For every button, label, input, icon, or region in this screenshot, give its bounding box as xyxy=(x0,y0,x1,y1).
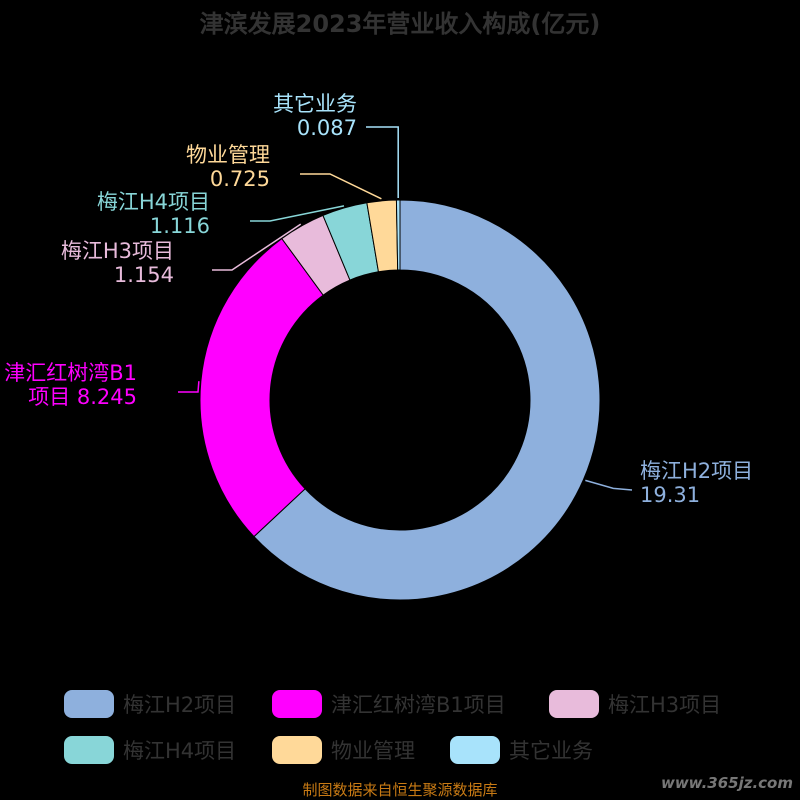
leader-line xyxy=(366,126,399,199)
slice-label: 梅江H2项目 xyxy=(640,459,753,483)
leader-line xyxy=(585,479,633,491)
slice-label: 梅江H3项目 xyxy=(61,239,174,263)
chart-title: 津滨发展2023年营业收入构成(亿元) xyxy=(200,10,601,38)
slice-label: 0.087 xyxy=(297,116,357,140)
slice-label: 津汇红树湾B1 xyxy=(4,361,137,385)
pie-slice xyxy=(253,199,601,601)
legend-label[interactable]: 其它业务 xyxy=(509,739,593,763)
leader-line xyxy=(178,381,200,393)
legend-label[interactable]: 物业管理 xyxy=(331,739,415,763)
pie-slice xyxy=(199,237,324,538)
legend-swatch[interactable] xyxy=(272,690,322,718)
legend-label[interactable]: 梅江H2项目 xyxy=(123,693,236,717)
slice-label: 1.116 xyxy=(150,214,210,238)
legend-swatch[interactable] xyxy=(64,690,114,718)
legend-label[interactable]: 梅江H4项目 xyxy=(123,739,236,763)
slice-label: 19.31 xyxy=(640,483,700,507)
leader-line xyxy=(300,173,382,200)
slice-label: 1.154 xyxy=(114,263,174,287)
slice-label: 0.725 xyxy=(210,167,270,191)
slice-label: 梅江H4项目 xyxy=(97,190,210,214)
leader-line xyxy=(212,223,302,271)
legend-label[interactable]: 津汇红树湾B1项目 xyxy=(331,693,506,717)
pie-slice xyxy=(395,199,401,271)
legend-swatch[interactable] xyxy=(549,690,599,718)
leader-line xyxy=(250,205,345,222)
legend-label[interactable]: 梅江H3项目 xyxy=(608,693,721,717)
legend-swatch[interactable] xyxy=(272,736,322,764)
watermark: www.365jz.com xyxy=(661,774,793,792)
slice-label: 项目 8.245 xyxy=(28,385,137,409)
slice-label: 物业管理 xyxy=(186,143,270,167)
legend-swatch[interactable] xyxy=(450,736,500,764)
slice-label: 其它业务 xyxy=(273,92,357,116)
legend-swatch[interactable] xyxy=(64,736,114,764)
source-note: 制图数据来自恒生聚源数据库 xyxy=(302,781,497,799)
